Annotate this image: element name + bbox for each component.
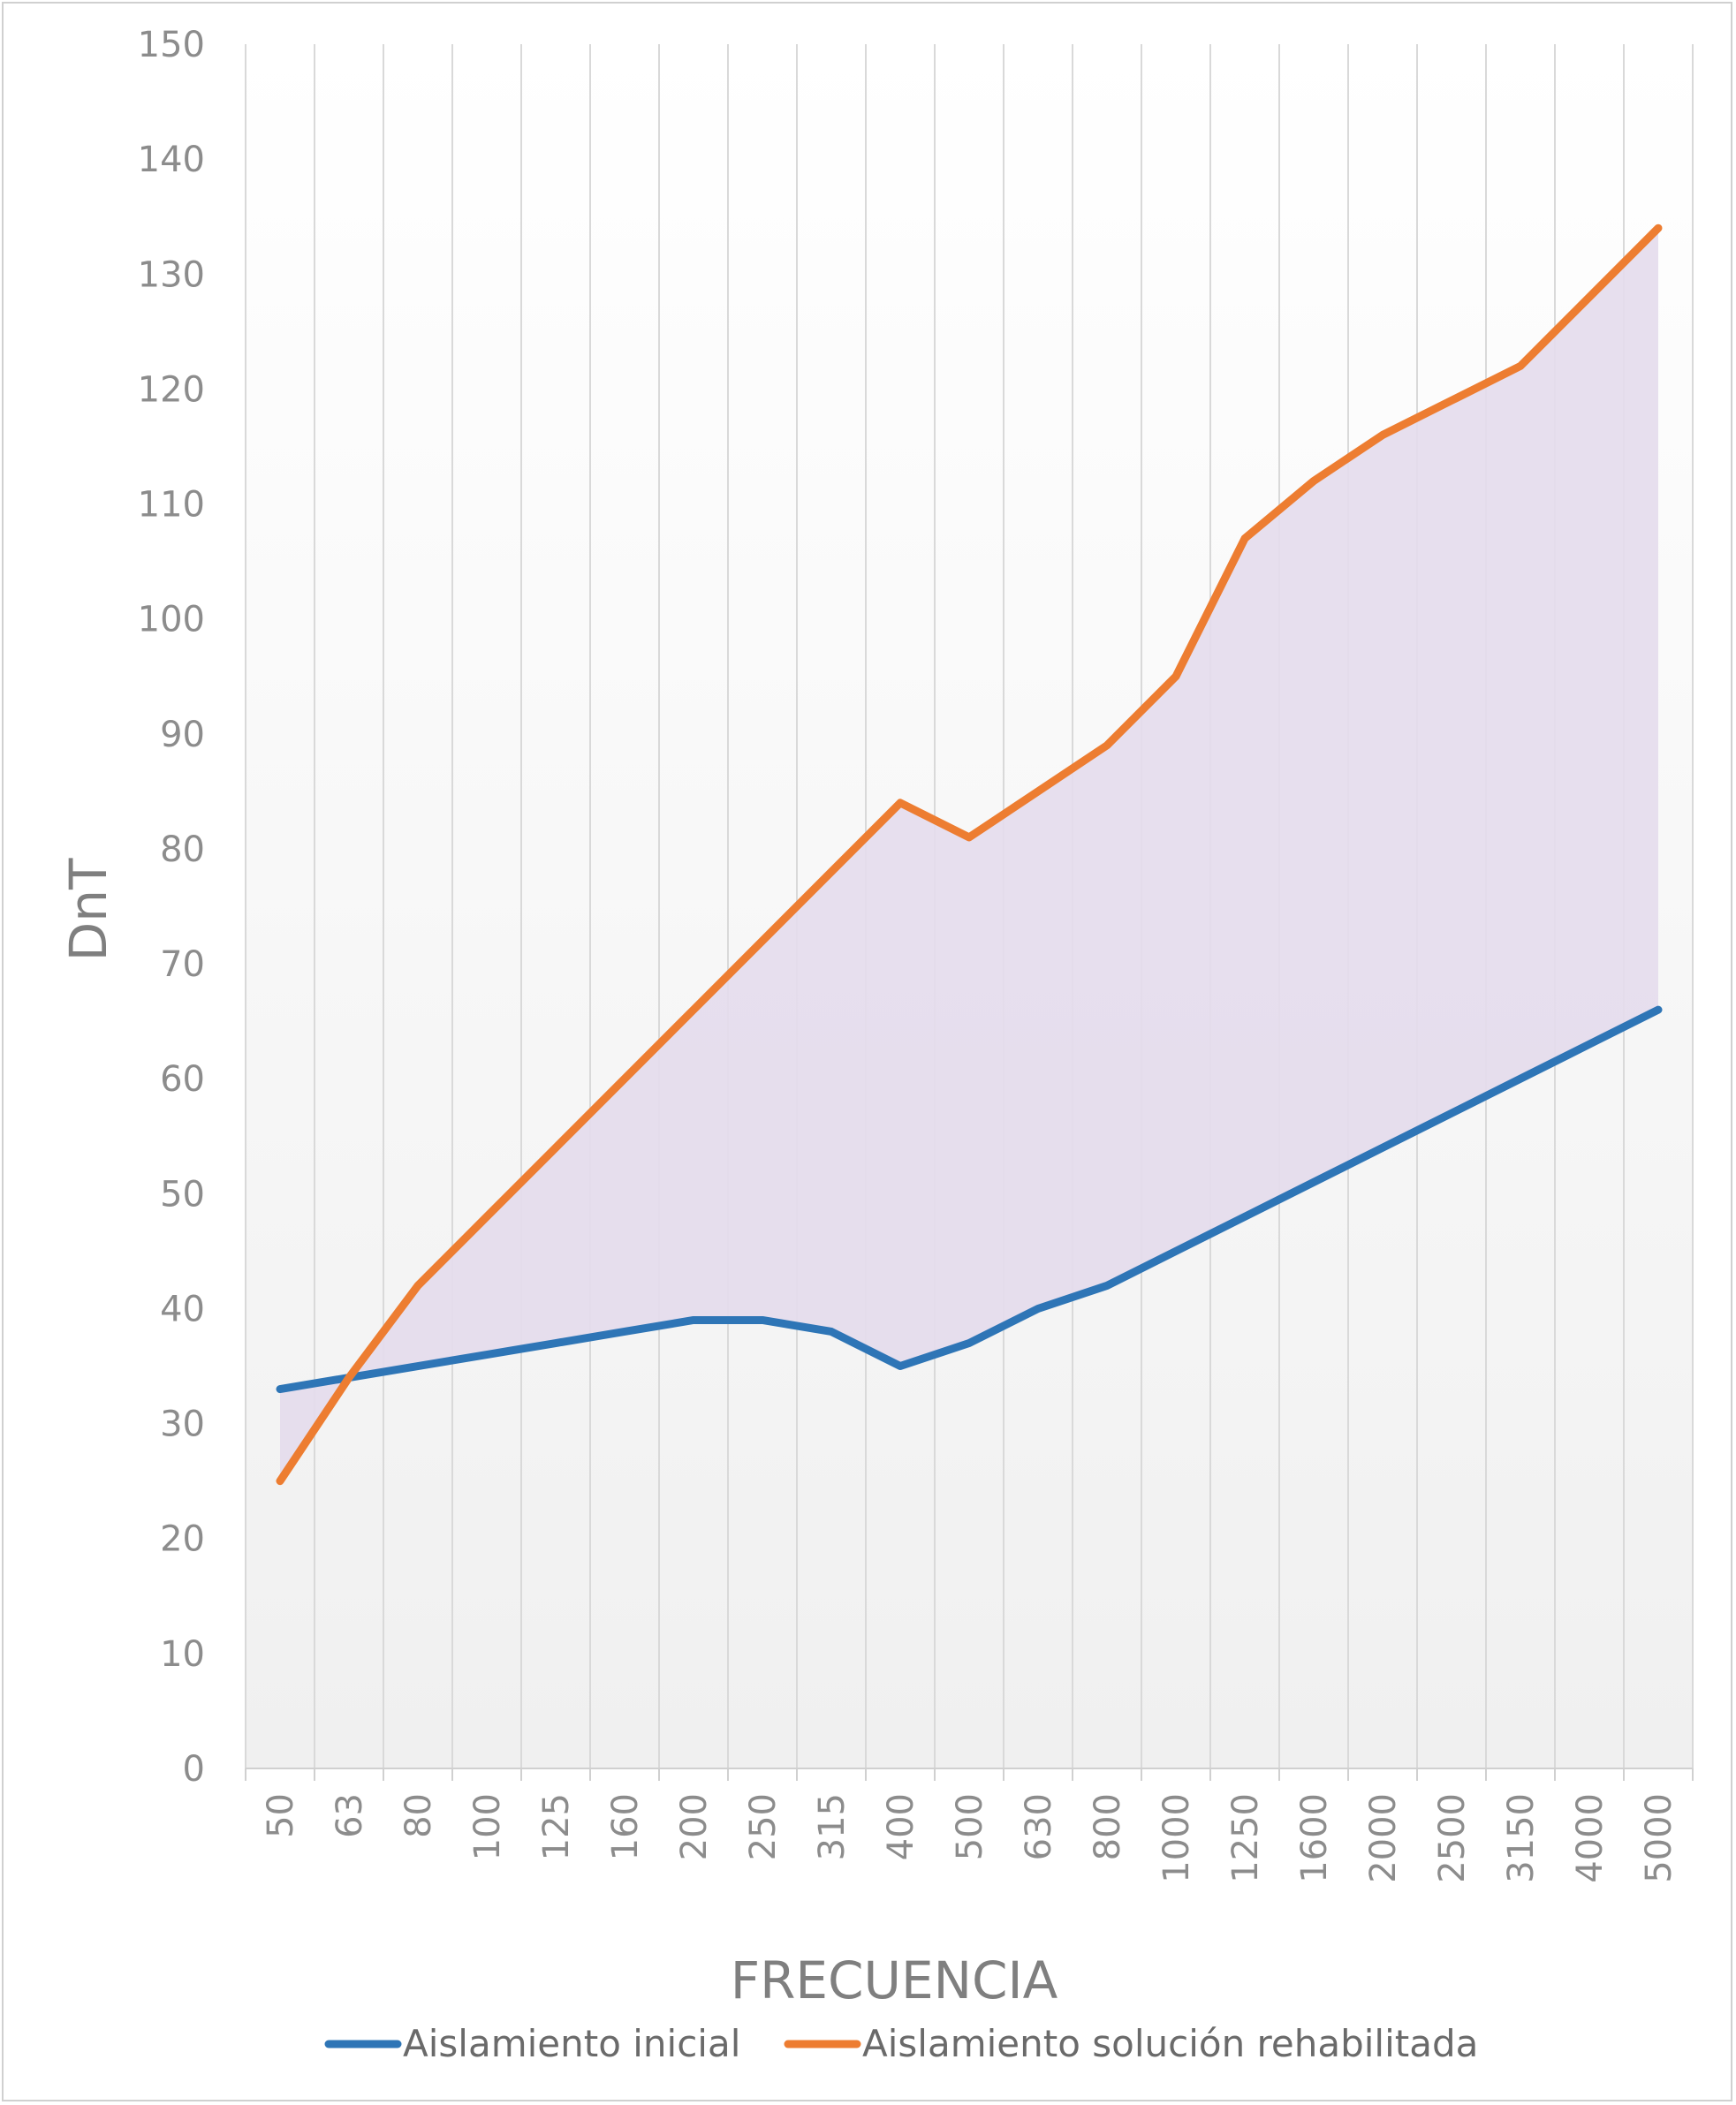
x-tick-label: 250 xyxy=(743,1793,784,1860)
y-tick-label: 20 xyxy=(160,1519,205,1560)
x-tick-label: 500 xyxy=(950,1793,990,1860)
series-lines xyxy=(276,223,1663,1486)
y-tick-label: 0 xyxy=(183,1749,205,1790)
x-tick-label: 80 xyxy=(398,1793,439,1838)
y-tick-label: 150 xyxy=(138,25,205,65)
y-tick-label: 60 xyxy=(160,1059,205,1100)
x-tick-label: 50 xyxy=(261,1793,301,1838)
y-tick-label: 80 xyxy=(160,829,205,870)
x-tick-label: 2000 xyxy=(1363,1793,1404,1883)
x-tick-label: 3150 xyxy=(1501,1793,1542,1883)
x-tick-label: 4000 xyxy=(1570,1793,1611,1883)
x-tick-label: 200 xyxy=(674,1793,715,1860)
x-tick-label: 800 xyxy=(1088,1793,1128,1860)
y-tick-label: 50 xyxy=(160,1174,205,1215)
x-tick-label: 400 xyxy=(881,1793,921,1860)
y-tick-label: 110 xyxy=(138,485,205,526)
x-tick-label: 1600 xyxy=(1294,1793,1335,1883)
x-tick-label: 1000 xyxy=(1156,1793,1197,1883)
x-axis-title: FRECUENCIA xyxy=(731,1950,1058,2010)
y-tick-label: 140 xyxy=(138,140,205,180)
x-tick-label: 1250 xyxy=(1225,1793,1266,1883)
y-tick-label: 70 xyxy=(160,944,205,985)
legend: Aislamiento inicial Aislamiento solución… xyxy=(324,2022,1478,2065)
y-tick-label: 120 xyxy=(138,369,205,410)
y-axis-ticks: 0 10 20 30 40 50 60 70 80 90 100 110 120 130 140 150 xyxy=(138,25,205,1790)
x-tick-label: 630 xyxy=(1019,1793,1059,1860)
legend-label-series-1: Aislamiento inicial xyxy=(403,2022,740,2065)
x-tick-label: 5000 xyxy=(1639,1793,1679,1883)
x-axis-ticks: 50 63 80 100 125 160 200 250 315 400 500 630 800 1000… xyxy=(261,1793,1679,1883)
x-tick-label: 63 xyxy=(330,1793,370,1838)
y-tick-label: 40 xyxy=(160,1289,205,1329)
legend-label-series-2: Aislamiento solución rehabilitada xyxy=(862,2022,1478,2065)
y-tick-label: 130 xyxy=(138,254,205,295)
y-axis-title: DnT xyxy=(58,858,118,961)
series-line-2 xyxy=(276,223,1663,1486)
x-tick-label: 160 xyxy=(605,1793,646,1860)
series-line-1 xyxy=(276,1005,1663,1394)
y-tick-label: 10 xyxy=(160,1634,205,1675)
y-tick-label: 30 xyxy=(160,1405,205,1445)
y-tick-label: 100 xyxy=(138,600,205,640)
area-between-series xyxy=(280,228,1658,1481)
x-tick-label: 125 xyxy=(536,1793,577,1860)
y-tick-label: 90 xyxy=(160,715,205,755)
x-tick-label: 315 xyxy=(812,1793,853,1860)
x-tick-label: 2500 xyxy=(1432,1793,1473,1883)
x-tick-label: 100 xyxy=(467,1793,508,1860)
